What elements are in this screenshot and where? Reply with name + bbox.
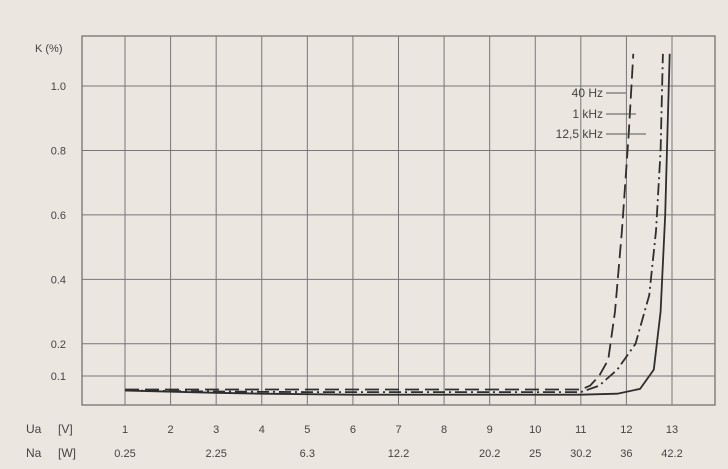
x-axis-ua-label: Ua (26, 422, 42, 436)
legend: 40 Hz 1 kHz 12,5 kHz (556, 86, 646, 141)
x-axis-na-label: Na (26, 446, 42, 460)
y-tick-label: 0.8 (51, 145, 66, 157)
x-tick-label-ua: 11 (575, 424, 586, 436)
legend-label: 1 kHz (572, 107, 603, 121)
x-tick-label-ua: 9 (487, 424, 493, 436)
series-line (124, 53, 671, 396)
x-tick-label-ua: 6 (350, 424, 356, 436)
x-tick-label-ua: 5 (304, 424, 310, 436)
x-tick-label-na: 0.25 (114, 448, 135, 460)
x-tick-label-ua: 7 (395, 424, 401, 436)
legend-label: 12,5 kHz (556, 127, 603, 141)
x-tick-label-na: 30.2 (570, 448, 591, 460)
x-tick-label-ua: 10 (529, 424, 541, 436)
y-tick-label: 0.6 (51, 210, 66, 222)
x-tick-label-na: 25 (529, 448, 541, 460)
x-tick-label-ua: 12 (620, 424, 632, 436)
x-tick-label-ua: 13 (666, 424, 678, 436)
x-tick-label-na: 12.2 (388, 448, 409, 460)
x-tick-label-na: 42.2 (661, 448, 682, 460)
x-tick-label-ua: 1 (122, 424, 128, 436)
legend-label: 40 Hz (572, 86, 603, 100)
grid (81, 35, 716, 406)
x-axis-na-unit: [W] (58, 446, 76, 460)
x-tick-label-na: 36 (620, 448, 632, 460)
y-tick-label: 0.2 (51, 339, 66, 351)
y-axis-label: K (%) (35, 43, 63, 55)
y-tick-label: 0.4 (51, 274, 66, 286)
x-tick-label-ua: 4 (259, 424, 265, 436)
x-tick-label-ua: 2 (168, 424, 174, 436)
x-tick-label-na: 20.2 (479, 448, 500, 460)
x-tick-label-na: 6.3 (300, 448, 315, 460)
series-line (125, 53, 635, 391)
x-tick-label-na: 2.25 (205, 448, 226, 460)
x-tick-label-ua: 8 (441, 424, 447, 436)
x-axis-ua-unit: [V] (58, 422, 73, 436)
x-tick-label-ua: 3 (213, 424, 219, 436)
y-tick-label: 0.1 (51, 371, 66, 383)
labels-layer: K (%)0.10.20.40.60.81.0Ua [V]Na [W]1 2 3 4 5 6 7… (26, 43, 683, 460)
series-line (124, 53, 664, 393)
y-tick-label: 1.0 (51, 81, 66, 93)
series-layer (124, 53, 671, 396)
